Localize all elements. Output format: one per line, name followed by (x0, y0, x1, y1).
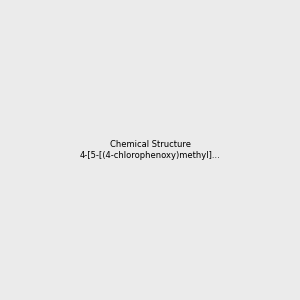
Text: Chemical Structure
4-[5-[(4-chlorophenoxy)methyl]...: Chemical Structure 4-[5-[(4-chlorophenox… (80, 140, 220, 160)
